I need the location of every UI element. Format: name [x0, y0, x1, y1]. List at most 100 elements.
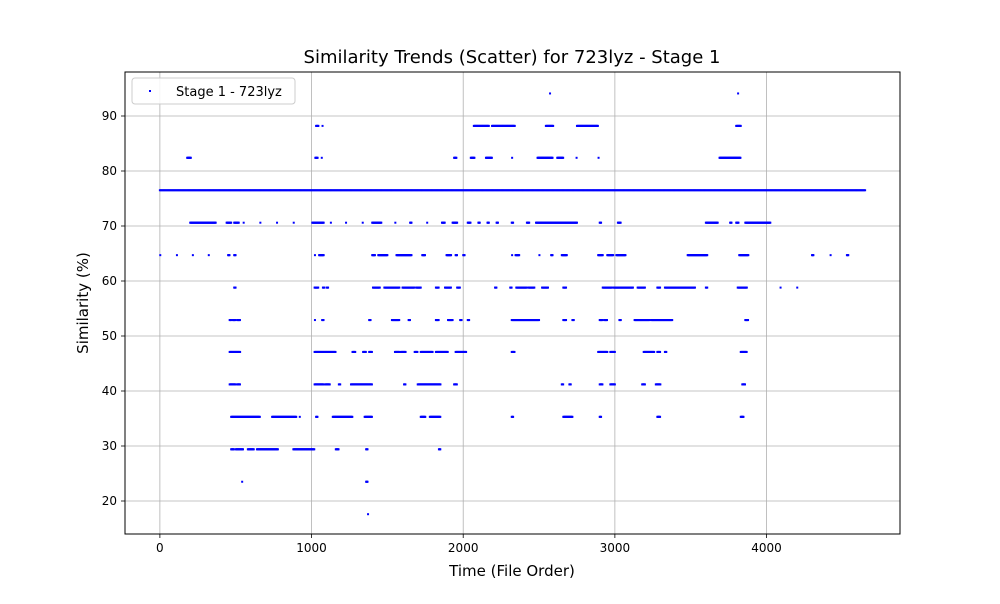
data-point — [398, 286, 401, 289]
data-point — [565, 319, 568, 322]
data-point — [742, 415, 745, 418]
data-point — [456, 221, 459, 224]
data-point — [398, 319, 401, 322]
data-point — [214, 221, 217, 224]
data-point — [232, 448, 235, 451]
data-point — [665, 350, 668, 353]
data-point — [321, 124, 324, 127]
data-point — [610, 286, 613, 289]
data-point — [228, 254, 231, 257]
data-point — [413, 286, 416, 289]
grid-lines — [125, 72, 900, 534]
data-point — [864, 189, 867, 192]
data-point — [207, 254, 210, 257]
data-point — [600, 415, 603, 418]
x-tick-label: 2000 — [448, 541, 479, 555]
data-point — [351, 415, 354, 418]
data-point — [404, 350, 407, 353]
y-tick-label: 30 — [102, 439, 117, 453]
data-point — [238, 383, 241, 386]
data-point — [533, 286, 536, 289]
data-point — [716, 221, 719, 224]
data-point — [276, 221, 279, 224]
data-point — [473, 156, 476, 159]
data-point — [437, 286, 440, 289]
data-point — [601, 254, 604, 257]
data-point — [659, 383, 662, 386]
data-point — [739, 124, 742, 127]
data-point — [426, 221, 429, 224]
data-point — [779, 286, 782, 289]
data-point — [730, 221, 733, 224]
data-point — [495, 286, 498, 289]
data-point — [812, 254, 815, 257]
data-point — [565, 286, 568, 289]
data-point — [439, 415, 442, 418]
data-point — [613, 383, 616, 386]
data-point — [404, 383, 407, 386]
data-point — [316, 415, 319, 418]
data-point — [747, 319, 750, 322]
x-tick-label: 0 — [156, 541, 164, 555]
y-tick-label: 40 — [102, 384, 117, 398]
data-point — [465, 350, 468, 353]
data-point — [446, 350, 449, 353]
data-point — [367, 513, 370, 516]
data-point — [575, 156, 578, 159]
data-point — [370, 383, 373, 386]
data-point — [744, 383, 746, 386]
data-point — [373, 254, 376, 257]
data-point — [569, 383, 572, 386]
y-tick-label: 70 — [102, 219, 117, 233]
x-axis-label: Time (File Order) — [448, 562, 575, 580]
y-tick-label: 50 — [102, 329, 117, 343]
data-point — [424, 415, 427, 418]
data-point — [468, 319, 471, 322]
data-point — [361, 221, 364, 224]
data-point — [334, 350, 337, 353]
data-point — [518, 254, 521, 257]
data-point — [298, 415, 301, 418]
legend-box — [131, 77, 296, 105]
data-point — [737, 221, 740, 224]
data-point — [416, 350, 419, 353]
data-point — [159, 254, 162, 257]
data-point — [511, 156, 514, 159]
plot-frame — [124, 71, 901, 535]
scatter-points — [158, 92, 867, 516]
data-point — [769, 221, 772, 224]
y-tick-label: 80 — [102, 164, 117, 178]
data-point — [380, 221, 383, 224]
data-point — [366, 480, 369, 483]
y-tick-label: 90 — [102, 109, 117, 123]
data-point — [455, 156, 458, 159]
data-point — [313, 254, 316, 257]
data-point — [490, 156, 493, 159]
data-point — [329, 221, 332, 224]
data-point — [528, 221, 531, 224]
data-point — [513, 124, 516, 127]
data-point — [601, 383, 604, 386]
data-point — [513, 350, 516, 353]
x-tick-label: 1000 — [296, 541, 327, 555]
data-point — [512, 221, 515, 224]
data-point — [549, 92, 552, 95]
chart-title: Similarity Trends (Scatter) for 723lyz -… — [304, 47, 721, 68]
data-point — [337, 448, 340, 451]
data-point — [354, 350, 357, 353]
data-point — [398, 350, 401, 353]
data-point — [606, 350, 609, 353]
data-point — [189, 156, 192, 159]
data-point — [546, 286, 549, 289]
data-point — [643, 383, 646, 386]
data-point — [345, 221, 348, 224]
data-point — [443, 221, 446, 224]
data-point — [847, 254, 850, 257]
data-point — [552, 124, 555, 127]
data-point — [439, 448, 442, 451]
data-point — [706, 286, 709, 289]
data-point — [316, 156, 319, 159]
legend-label: Stage 1 - 723lyz — [176, 85, 282, 100]
data-point — [423, 254, 426, 257]
